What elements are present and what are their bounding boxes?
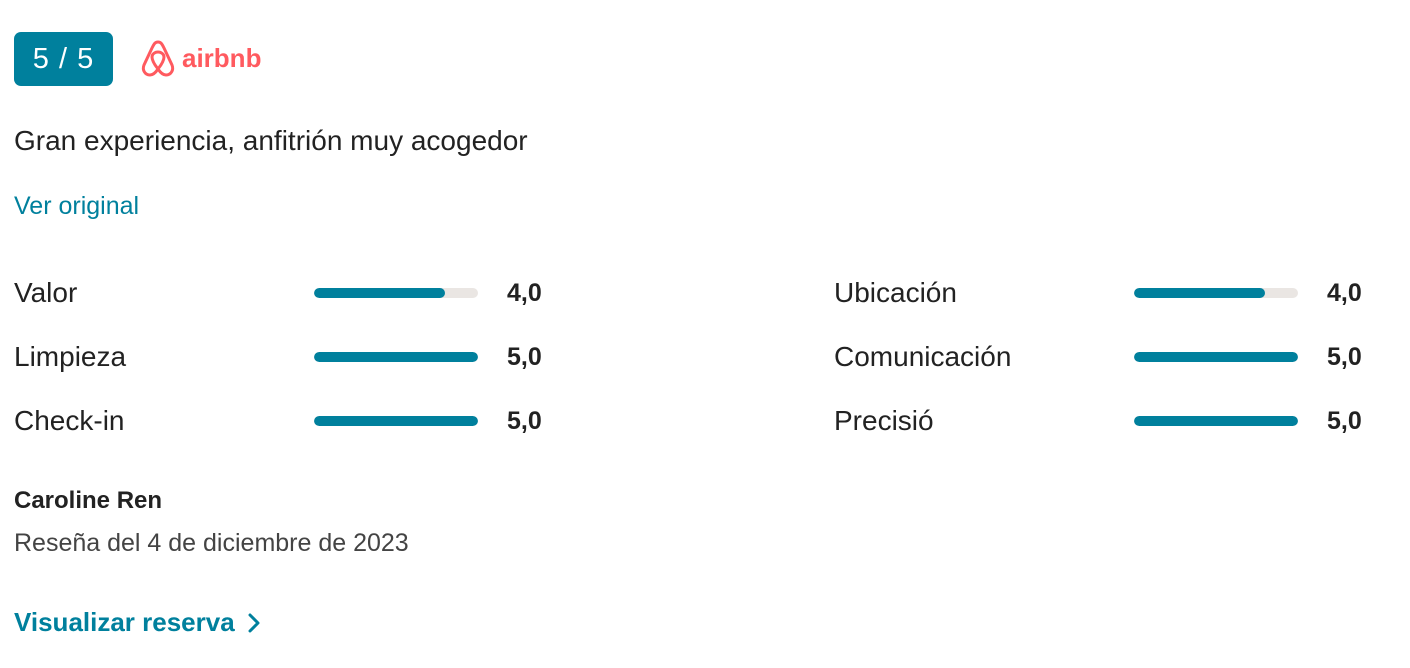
score-bar <box>1134 288 1298 298</box>
score-value: 5,0 <box>507 407 542 435</box>
score-bar <box>1134 352 1298 362</box>
score-bar-fill <box>314 288 446 298</box>
score-label: Check-in <box>14 405 125 436</box>
score-bar <box>1134 416 1298 426</box>
score-value: 4,0 <box>507 279 542 307</box>
score-label: Valor <box>14 277 78 308</box>
score-label: Comunicación <box>834 341 1012 372</box>
score-label: Ubicación <box>834 277 957 308</box>
score-bar <box>314 288 478 298</box>
score-bar-fill <box>1134 352 1298 362</box>
score-bar <box>314 352 478 362</box>
review-date: Reseña del 4 de diciembre de 2023 <box>14 529 409 557</box>
airbnb-icon <box>141 40 175 77</box>
review-title: Gran experiencia, anfitrión muy acogedor <box>14 125 528 156</box>
score-value: 5,0 <box>1327 407 1362 435</box>
airbnb-wordmark: airbnb <box>182 42 262 73</box>
author-name: Caroline Ren <box>14 487 163 514</box>
score-bar-fill <box>314 416 478 426</box>
score-label: Limpieza <box>14 341 127 372</box>
rating-badge: 5 / 5 <box>14 32 113 86</box>
airbnb-logo: airbnb <box>140 38 261 78</box>
chevron-right-icon <box>248 613 260 632</box>
view-booking-link[interactable]: Visualizar reserva <box>14 607 261 638</box>
view-booking-label: Visualizar reserva <box>14 607 235 637</box>
score-value: 4,0 <box>1327 279 1362 307</box>
score-bar <box>314 416 478 426</box>
score-value: 5,0 <box>1327 343 1362 371</box>
score-value: 5,0 <box>507 343 542 371</box>
see-original-link[interactable]: Ver original <box>14 192 140 220</box>
score-bar-fill <box>314 352 478 362</box>
score-bar-fill <box>1134 416 1298 426</box>
score-label: Precisió <box>834 405 934 436</box>
score-bar-fill <box>1134 288 1266 298</box>
